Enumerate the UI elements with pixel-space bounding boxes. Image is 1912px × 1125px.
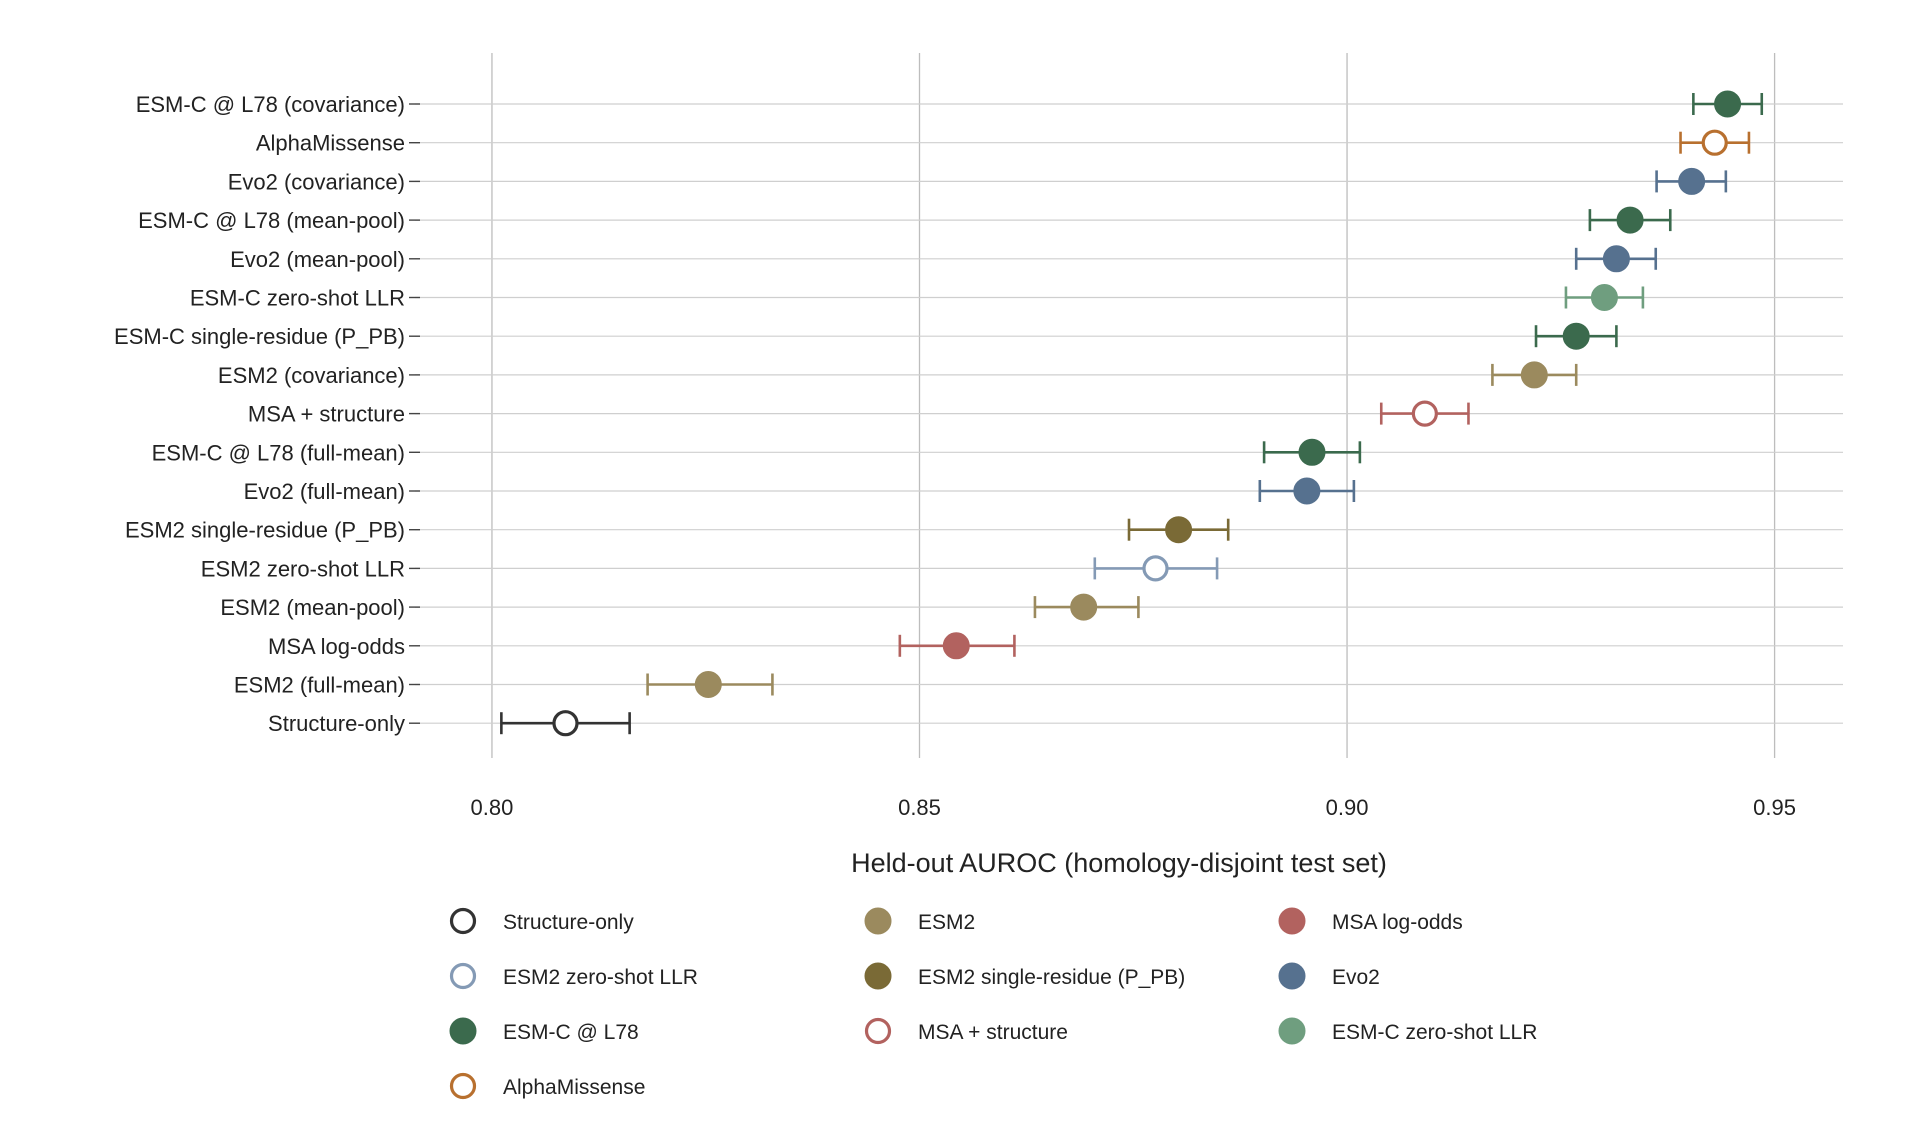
data-point [942, 632, 970, 660]
data-point-group [1093, 555, 1219, 582]
data-point-group [1679, 129, 1751, 156]
y-tick-label: MSA log-odds [268, 634, 405, 659]
legend-item: ESM2 [864, 907, 975, 935]
x-axis-tick-labels: 0.80 0.85 0.90 0.95 [471, 795, 1796, 820]
legend: Structure-only ESM2 MSA log-odds ESM2 zero-… [449, 907, 1537, 1100]
data-point-group [1692, 90, 1764, 118]
data-point [1616, 206, 1644, 234]
legend-label: Structure-only [503, 911, 634, 934]
x-axis-label: Held-out AUROC (homology-disjoint test s… [851, 848, 1387, 878]
data-point [1562, 322, 1590, 350]
legend-label: AlphaMissense [503, 1076, 645, 1099]
data-point-group [1033, 593, 1140, 621]
data-point [1701, 129, 1728, 156]
legend-label: ESM-C zero-shot LLR [1332, 1021, 1537, 1044]
legend-label: ESM2 single-residue (P_PB) [918, 966, 1185, 989]
y-tick-label: Evo2 (covariance) [228, 169, 405, 194]
data-point-group [1262, 438, 1362, 466]
x-tick-label: 0.85 [898, 795, 941, 820]
x-tick-label: 0.90 [1326, 795, 1369, 820]
y-tick-label: ESM2 zero-shot LLR [201, 556, 405, 581]
legend-marker [449, 907, 477, 935]
data-point [1298, 438, 1326, 466]
legend-marker [1278, 962, 1306, 990]
data-point-group [1491, 361, 1578, 389]
y-tick-label: ESM2 single-residue (P_PB) [125, 518, 405, 543]
data-point [552, 710, 579, 737]
data-point-group [1588, 206, 1672, 234]
legend-item: Evo2 [1278, 962, 1380, 990]
y-tick-label: ESM2 (covariance) [218, 363, 405, 388]
data-point-group [1564, 284, 1645, 311]
legend-item: ESM2 zero-shot LLR [449, 962, 698, 990]
legend-item: ESM-C @ L78 [449, 1017, 639, 1045]
legend-item: ESM2 single-residue (P_PB) [864, 962, 1185, 990]
data-point [1602, 245, 1630, 273]
data-point [1142, 555, 1169, 582]
y-tick-label: ESM-C @ L78 (mean-pool) [138, 208, 405, 233]
data-point-group [1379, 400, 1470, 427]
y-tick-label: ESM2 (full-mean) [234, 673, 405, 698]
legend-marker [864, 907, 892, 935]
data-point [1590, 284, 1618, 311]
legend-item: ESM-C zero-shot LLR [1278, 1017, 1537, 1045]
legend-marker [1278, 1017, 1306, 1045]
legend-label: ESM2 [918, 911, 975, 934]
data-point-group [646, 671, 774, 698]
legend-marker [1278, 907, 1306, 935]
legend-marker [864, 1017, 892, 1045]
data-point-group [1534, 322, 1618, 350]
data-point [1678, 167, 1706, 195]
legend-item: Structure-only [449, 907, 634, 935]
y-tick-label: MSA + structure [248, 402, 405, 427]
data-point [1411, 400, 1438, 427]
data-marks [500, 90, 1764, 737]
legend-marker [449, 962, 477, 990]
data-point [1293, 477, 1321, 505]
grid [409, 53, 1843, 758]
data-point [1070, 593, 1098, 621]
legend-label: ESM2 zero-shot LLR [503, 966, 698, 989]
y-tick-label: ESM-C single-residue (P_PB) [114, 324, 405, 349]
data-point [1714, 90, 1742, 118]
y-tick-label: ESM-C @ L78 (full-mean) [152, 440, 405, 465]
legend-marker [864, 962, 892, 990]
y-tick-label: ESM2 (mean-pool) [220, 595, 405, 620]
data-point [1520, 361, 1548, 389]
y-tick-label: Structure-only [268, 711, 405, 736]
legend-label: Evo2 [1332, 966, 1380, 989]
legend-label: ESM-C @ L78 [503, 1021, 639, 1044]
data-point-group [898, 632, 1016, 660]
legend-marker [449, 1017, 477, 1045]
legend-item: MSA log-odds [1278, 907, 1463, 935]
data-point-group [1574, 245, 1658, 273]
legend-label: MSA log-odds [1332, 911, 1463, 934]
y-tick-label: AlphaMissense [256, 131, 405, 156]
legend-item: AlphaMissense [449, 1072, 645, 1100]
data-point [694, 671, 722, 698]
data-point-group [500, 710, 631, 737]
y-tick-label: ESM-C zero-shot LLR [190, 286, 405, 311]
y-tick-label: Evo2 (full-mean) [244, 479, 405, 504]
data-point-group [1655, 167, 1728, 195]
x-tick-label: 0.80 [471, 795, 514, 820]
x-tick-label: 0.95 [1753, 795, 1796, 820]
data-point-group [1258, 477, 1356, 505]
legend-item: MSA + structure [864, 1017, 1068, 1045]
legend-marker [449, 1072, 477, 1100]
data-point-group [1127, 516, 1230, 544]
y-tick-label: ESM-C @ L78 (covariance) [136, 92, 405, 117]
y-tick-label: Evo2 (mean-pool) [230, 247, 405, 272]
y-axis-tick-labels: ESM-C @ L78 (covariance) AlphaMissense Evo… [114, 92, 405, 736]
data-point [1165, 516, 1193, 544]
legend-label: MSA + structure [918, 1021, 1068, 1044]
